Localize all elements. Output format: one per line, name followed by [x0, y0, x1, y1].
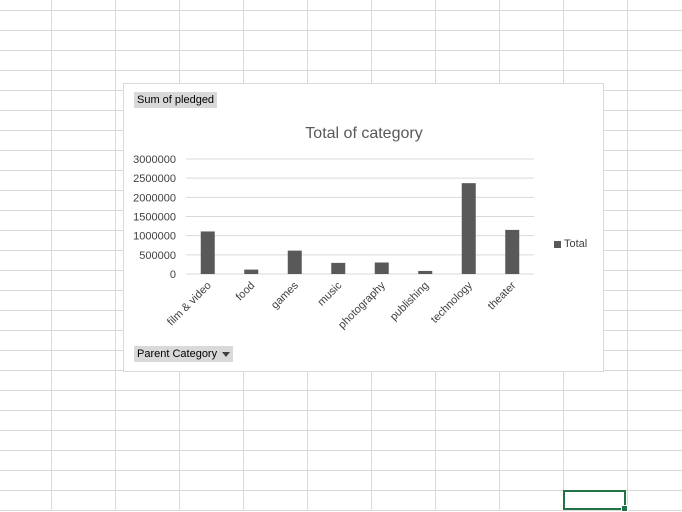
pivot-chart[interactable]: Sum of pledged Total of category 0 500000… — [123, 83, 604, 372]
bar-technology[interactable] — [461, 183, 476, 274]
bar-food[interactable] — [244, 269, 259, 274]
y-tick-label: 1500000 — [133, 212, 176, 224]
bars — [200, 183, 520, 275]
axis-field-label: Parent Category — [137, 348, 218, 360]
x-tick-label: theater — [486, 279, 519, 312]
y-tick-label: 2000000 — [133, 192, 176, 204]
x-tick-label: photography — [336, 279, 388, 331]
x-tick-label: technology — [429, 279, 475, 325]
x-tick-label: games — [269, 279, 301, 311]
x-tick-label: publishing — [388, 280, 432, 324]
bar-photography[interactable] — [374, 262, 389, 275]
x-tick-label: food — [234, 280, 258, 304]
x-tick-label: music — [316, 279, 345, 308]
bar-games[interactable] — [287, 250, 302, 274]
bar-music[interactable] — [331, 262, 346, 274]
bar-theater[interactable] — [505, 229, 520, 274]
x-tick-label: film & video — [165, 280, 214, 329]
chart-plot: Total of category 0 500000 1000000 1500000 2… — [133, 125, 534, 331]
y-tick-label: 0 — [170, 269, 176, 281]
legend-entry-total: Total — [564, 238, 588, 250]
chart-title: Total of category — [305, 125, 422, 142]
chevron-down-icon[interactable] — [222, 351, 231, 357]
gridlines — [186, 158, 534, 275]
bar-publishing[interactable] — [418, 270, 433, 274]
y-axis-tick-labels: 0 500000 1000000 1500000 2000000 2500000 30000… — [133, 154, 176, 281]
value-field-label: Sum of pledged — [137, 94, 215, 106]
value-field-button[interactable]: Sum of pledged — [134, 92, 218, 108]
selected-cell[interactable] — [563, 490, 628, 512]
legend-swatch-total — [554, 240, 561, 248]
y-tick-label: 3000000 — [133, 154, 176, 166]
y-tick-label: 1000000 — [133, 231, 176, 243]
legend: Total — [554, 238, 587, 250]
y-tick-label: 500000 — [139, 250, 176, 262]
axis-field-button[interactable]: Parent Category — [134, 346, 234, 362]
bar-film-video[interactable] — [200, 231, 215, 274]
y-tick-label: 2500000 — [133, 173, 176, 185]
